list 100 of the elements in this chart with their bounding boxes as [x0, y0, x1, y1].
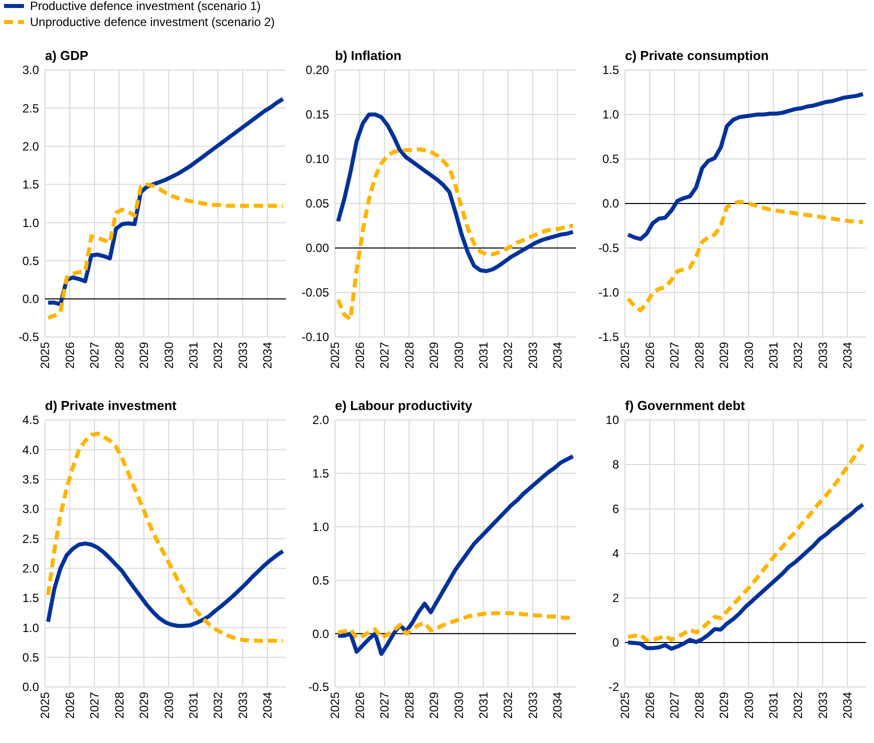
x-tick-label: 2025 — [618, 692, 632, 719]
y-tick-label: -0.5 — [308, 680, 330, 694]
x-tick-label: 2027 — [378, 692, 392, 719]
line-series — [336, 147, 575, 322]
x-tick-label: 2029 — [717, 692, 732, 719]
line-series — [46, 182, 285, 320]
y-tick-label: -1.5 — [598, 330, 620, 344]
y-tick-label: -2 — [608, 680, 620, 694]
y-tick-label: 2.0 — [312, 413, 330, 428]
line-series — [626, 92, 865, 242]
line-series — [626, 200, 865, 312]
x-tick-label: 2027 — [88, 342, 102, 369]
y-tick-label: 0.00 — [306, 241, 330, 256]
chart-title: e) Labour productivity — [335, 398, 473, 413]
x-tick-label: 2033 — [816, 692, 830, 719]
y-tick-label: 1.5 — [22, 178, 40, 192]
x-tick-label: 2031 — [186, 692, 201, 719]
y-tick-label: 0 — [612, 636, 620, 650]
x-tick-label: 2027 — [88, 692, 102, 719]
x-tick-label: 2032 — [211, 342, 226, 369]
x-tick-label: 2032 — [501, 342, 516, 369]
y-tick-label: 1.0 — [312, 520, 330, 534]
x-tick-label: 2031 — [766, 692, 781, 719]
x-tick-label: 2030 — [742, 692, 756, 719]
y-tick-label: 8 — [612, 458, 620, 472]
x-tick-label: 2031 — [766, 342, 781, 369]
x-tick-label: 2030 — [742, 342, 756, 369]
y-tick-label: 4.0 — [22, 442, 40, 457]
x-tick-label: 2034 — [260, 342, 275, 369]
x-tick-label: 2032 — [791, 692, 806, 719]
line-series — [626, 442, 865, 642]
line-series — [336, 112, 575, 274]
y-tick-label: -0.05 — [302, 286, 330, 300]
y-tick-label: 6 — [612, 502, 620, 516]
y-tick-label: 1.5 — [602, 63, 620, 78]
x-tick-label: 2034 — [840, 342, 855, 369]
y-tick-label: 2 — [612, 591, 620, 606]
x-tick-label: 2032 — [501, 692, 516, 719]
y-tick-label: 0.5 — [22, 650, 40, 665]
x-tick-label: 2026 — [62, 342, 77, 369]
x-tick-label: 2028 — [402, 692, 416, 719]
x-tick-label: 2034 — [550, 692, 565, 719]
y-tick-label: -0.5 — [598, 241, 620, 256]
x-tick-label: 2028 — [112, 692, 126, 719]
y-tick-label: -1.0 — [598, 286, 620, 300]
x-tick-label: 2025 — [328, 342, 342, 369]
x-tick-label: 2026 — [352, 342, 367, 369]
y-tick-label: 3.0 — [22, 502, 40, 516]
y-tick-label: 4.5 — [22, 413, 40, 428]
y-tick-label: 0.5 — [312, 573, 330, 588]
x-tick-label: 2028 — [692, 692, 706, 719]
x-tick-label: 2030 — [452, 342, 466, 369]
chart-title: d) Private investment — [45, 398, 178, 413]
y-tick-label: 0.0 — [22, 680, 40, 694]
x-tick-label: 2031 — [476, 342, 491, 369]
x-tick-label: 2025 — [38, 342, 52, 369]
chart-title: f) Government debt — [625, 398, 746, 413]
y-tick-label: 4 — [612, 546, 620, 561]
x-tick-label: 2029 — [137, 692, 152, 719]
x-tick-label: 2028 — [402, 342, 416, 369]
x-tick-label: 2026 — [642, 342, 657, 369]
x-tick-label: 2033 — [526, 692, 540, 719]
y-tick-label: 2.5 — [22, 101, 40, 116]
x-tick-label: 2029 — [137, 342, 152, 369]
y-tick-label: 1.0 — [602, 108, 620, 122]
x-tick-label: 2033 — [236, 692, 250, 719]
x-tick-label: 2034 — [550, 342, 565, 369]
y-tick-label: 0.5 — [602, 152, 620, 166]
x-tick-label: 2027 — [378, 342, 392, 369]
y-tick-label: 0.5 — [22, 254, 40, 268]
y-tick-label: 0.20 — [306, 63, 330, 78]
y-tick-label: 10 — [606, 413, 620, 428]
x-tick-label: 2031 — [186, 342, 201, 369]
y-tick-label: 0.05 — [306, 196, 330, 211]
x-tick-label: 2031 — [476, 692, 491, 719]
x-tick-label: 2025 — [38, 692, 52, 719]
x-tick-label: 2027 — [668, 692, 682, 719]
y-tick-label: 3.5 — [22, 472, 40, 487]
x-tick-label: 2034 — [260, 692, 275, 719]
y-tick-label: 2.5 — [22, 532, 40, 546]
x-tick-label: 2033 — [526, 342, 540, 369]
x-tick-label: 2032 — [791, 342, 806, 369]
x-tick-label: 2029 — [717, 342, 732, 369]
y-tick-label: 0.0 — [312, 626, 330, 641]
x-tick-label: 2026 — [62, 692, 77, 719]
y-tick-label: 0.10 — [306, 152, 330, 166]
x-tick-label: 2033 — [816, 342, 830, 369]
x-tick-label: 2029 — [427, 342, 442, 369]
x-tick-label: 2026 — [642, 692, 657, 719]
x-tick-label: 2030 — [162, 342, 176, 369]
y-tick-label: -0.10 — [302, 330, 330, 344]
y-tick-label: 0.0 — [602, 196, 620, 211]
x-tick-label: 2030 — [452, 692, 466, 719]
x-tick-label: 2028 — [692, 342, 706, 369]
x-tick-label: 2025 — [618, 342, 632, 369]
y-tick-label: 1.5 — [22, 591, 40, 606]
y-tick-label: -0.5 — [18, 330, 40, 344]
y-tick-label: 0.0 — [22, 292, 40, 306]
y-tick-label: 2.0 — [22, 562, 40, 576]
x-tick-label: 2028 — [112, 342, 126, 369]
